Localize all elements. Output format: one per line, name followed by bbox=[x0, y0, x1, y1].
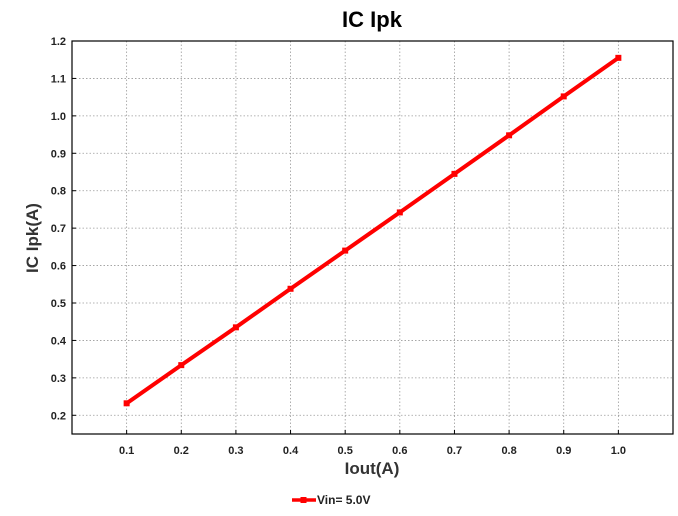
grid bbox=[72, 40, 673, 434]
y-tick-label: 1.1 bbox=[51, 73, 66, 85]
data-point bbox=[342, 247, 349, 254]
x-axis-label: Iout(A) bbox=[345, 459, 400, 478]
x-tick-label: 0.6 bbox=[392, 445, 407, 457]
x-tick-label: 0.2 bbox=[174, 445, 189, 457]
data-point bbox=[178, 362, 185, 369]
data-point bbox=[506, 132, 513, 139]
series-line bbox=[124, 55, 621, 406]
ticks: 0.1 0.2 0.3 0.4 0.5 0.6 0.7 0.8 0.9 1.0 0.2 0.3 0.4 0… bbox=[51, 36, 626, 457]
y-tick-label: 0.8 bbox=[51, 186, 66, 198]
x-tick-label: 0.7 bbox=[447, 445, 462, 457]
chart-title: IC Ipk bbox=[342, 7, 403, 32]
plot-area-border bbox=[71, 40, 674, 435]
x-tick-label: 0.4 bbox=[283, 445, 299, 457]
y-tick-label: 0.7 bbox=[51, 223, 66, 235]
y-tick-label: 1.2 bbox=[51, 36, 66, 48]
data-point bbox=[123, 400, 130, 407]
y-tick-label: 0.9 bbox=[51, 148, 66, 160]
data-point bbox=[560, 93, 567, 100]
legend-label: Vin= 5.0V bbox=[317, 493, 370, 507]
y-tick-label: 0.4 bbox=[51, 335, 67, 347]
x-tick-label: 0.5 bbox=[338, 445, 353, 457]
y-tick-label: 0.2 bbox=[51, 410, 66, 422]
x-tick-label: 0.1 bbox=[119, 445, 134, 457]
data-point bbox=[232, 324, 239, 331]
x-tick-label: 0.9 bbox=[556, 445, 571, 457]
legend: Vin= 5.0V bbox=[292, 493, 370, 507]
y-tick-label: 0.3 bbox=[51, 373, 66, 385]
x-tick-label: 1.0 bbox=[611, 445, 626, 457]
x-tick-label: 0.3 bbox=[228, 445, 243, 457]
y-tick-label: 0.5 bbox=[51, 298, 66, 310]
data-point bbox=[451, 170, 458, 177]
data-point bbox=[615, 54, 622, 61]
data-point bbox=[287, 285, 294, 292]
y-tick-label: 0.6 bbox=[51, 261, 66, 273]
series-layer bbox=[123, 54, 622, 407]
y-tick-label: 1.0 bbox=[51, 111, 66, 123]
data-point bbox=[396, 209, 403, 216]
legend-marker bbox=[300, 497, 307, 503]
x-tick-label: 0.8 bbox=[501, 445, 516, 457]
y-axis-label: IC Ipk(A) bbox=[23, 203, 42, 273]
